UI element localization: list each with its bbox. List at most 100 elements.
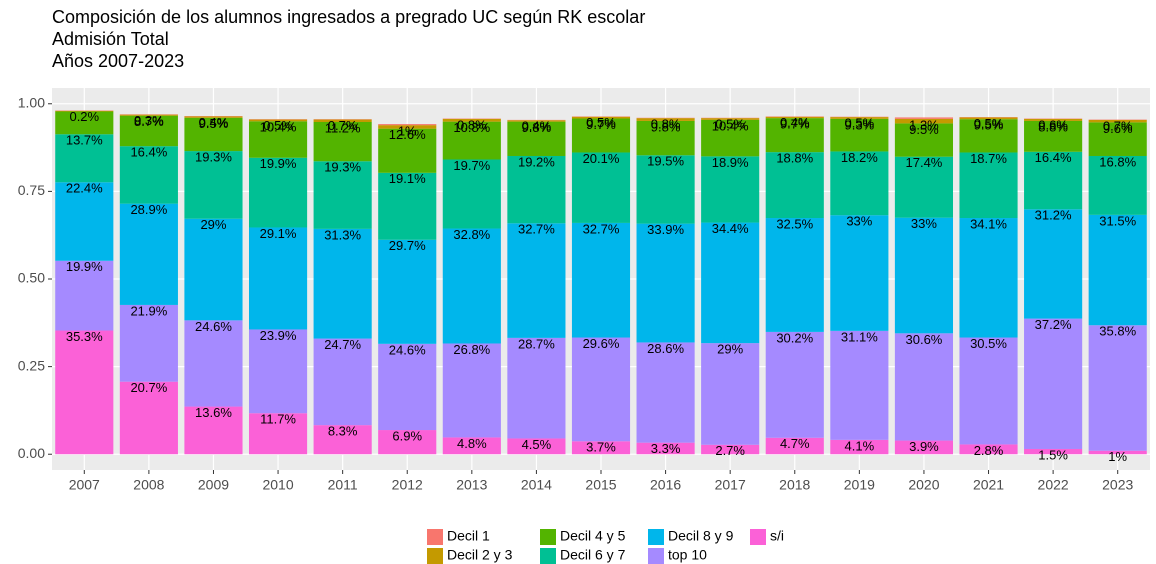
data-label: 32.8% <box>453 227 490 242</box>
data-label: 19.2% <box>518 154 555 169</box>
data-label: 32.5% <box>776 216 813 231</box>
bar-segment <box>119 381 178 455</box>
bar-segment <box>830 215 889 331</box>
data-label: 0.8% <box>457 117 487 132</box>
data-label: 9.5% <box>909 122 939 137</box>
data-label: 0.5% <box>586 115 616 130</box>
data-label: 18.8% <box>776 151 813 166</box>
data-label: 16.8% <box>1099 154 1136 169</box>
data-label: 10.8% <box>453 120 490 135</box>
bar-segment <box>1024 318 1083 449</box>
data-label: 32.7% <box>583 221 620 236</box>
data-label: 9.3% <box>845 117 875 132</box>
data-label: 29.1% <box>260 226 297 241</box>
x-tick-label: 2013 <box>456 477 487 493</box>
bar-segment <box>1088 450 1147 455</box>
bar-segment <box>248 157 308 228</box>
bar-segment <box>636 118 695 121</box>
bar-segment <box>507 121 566 156</box>
data-label: 0.5% <box>845 116 875 131</box>
data-label: 1% <box>398 124 417 139</box>
x-tick-label: 2020 <box>908 477 939 493</box>
data-label: 3.9% <box>909 439 939 454</box>
bar-segment <box>1024 448 1083 455</box>
bar-segment <box>701 119 760 157</box>
data-label: 11.7% <box>260 412 296 427</box>
bar-segment <box>701 444 760 455</box>
data-label: 28.6% <box>647 341 684 356</box>
data-label: 9.8% <box>522 120 552 135</box>
data-label: 31.1% <box>841 329 878 344</box>
bar-segment <box>959 218 1018 338</box>
data-label: 0.5% <box>974 116 1004 131</box>
y-tick-label: 0.75 <box>18 182 45 198</box>
bar-segment <box>378 239 437 344</box>
data-label: 0.5% <box>715 117 745 132</box>
bar-segment <box>442 437 501 455</box>
data-label: 19.1% <box>389 171 426 186</box>
bar-segment <box>442 228 501 344</box>
bar-segment <box>248 119 308 122</box>
bar-segment <box>636 155 695 224</box>
bar-segment <box>636 442 695 455</box>
bar-segment <box>378 172 437 240</box>
data-label: 33% <box>846 214 872 229</box>
data-label: 29% <box>200 217 226 232</box>
bar-segment <box>765 218 824 332</box>
bar-segment <box>507 438 566 455</box>
bar-segment <box>894 333 954 441</box>
x-tick-label: 2007 <box>69 477 100 493</box>
data-label: 24.7% <box>324 337 361 352</box>
bar-segment <box>765 118 824 153</box>
bar-segment <box>894 117 954 119</box>
legend-key <box>648 548 664 564</box>
x-tick-label: 2018 <box>779 477 810 493</box>
data-label: 4.8% <box>457 436 487 451</box>
chart-subtitle: Años 2007-2023 <box>52 51 184 71</box>
bar-segment <box>378 430 437 455</box>
data-label: 9.7% <box>586 117 616 132</box>
bar-segment <box>636 223 695 343</box>
data-label: 26.8% <box>453 342 490 357</box>
bar-segment <box>313 338 372 426</box>
x-tick-label: 2019 <box>844 477 875 493</box>
x-tick-label: 2009 <box>198 477 229 493</box>
x-tick-label: 2012 <box>392 477 423 493</box>
bar-segment <box>378 125 437 129</box>
y-tick-label: 0.00 <box>18 445 45 461</box>
data-label: 18.2% <box>841 150 878 165</box>
bar-segment <box>313 121 372 162</box>
data-label: 6.9% <box>392 428 422 443</box>
data-label: 17.4% <box>906 155 943 170</box>
data-label: 23.9% <box>260 328 297 343</box>
bar-segment <box>55 330 114 455</box>
bar-segment <box>959 444 1018 455</box>
bar-segment <box>1024 118 1083 121</box>
bar-segment <box>765 152 824 219</box>
data-label: 9.6% <box>1103 121 1133 136</box>
data-label: 9.5% <box>974 118 1004 133</box>
data-label: 0.4% <box>199 115 229 130</box>
x-tick-label: 2016 <box>650 477 681 493</box>
x-tick-label: 2017 <box>715 477 746 493</box>
data-label: 0.2% <box>69 109 99 124</box>
bar-segment <box>248 121 308 158</box>
data-label: 24.6% <box>389 342 426 357</box>
bar-segment <box>571 152 631 223</box>
data-label: 30.6% <box>906 332 943 347</box>
data-label: 34.4% <box>712 221 749 236</box>
legend-label: Decil 4 y 5 <box>560 528 626 544</box>
bar-segment <box>184 117 243 152</box>
data-label: 30.2% <box>776 330 813 345</box>
bar-segment <box>894 123 954 157</box>
x-tick-label: 2021 <box>973 477 1004 493</box>
bar-segment <box>507 120 566 122</box>
data-label: 0.6% <box>1038 117 1068 132</box>
bar-segment <box>442 159 501 229</box>
bar-segment <box>313 119 372 122</box>
chart-subtitle: Admisión Total <box>52 29 169 49</box>
bar-segment <box>1088 325 1147 451</box>
bar-segment <box>442 343 501 438</box>
bar-segment <box>507 155 566 224</box>
data-label: 29% <box>717 342 743 357</box>
